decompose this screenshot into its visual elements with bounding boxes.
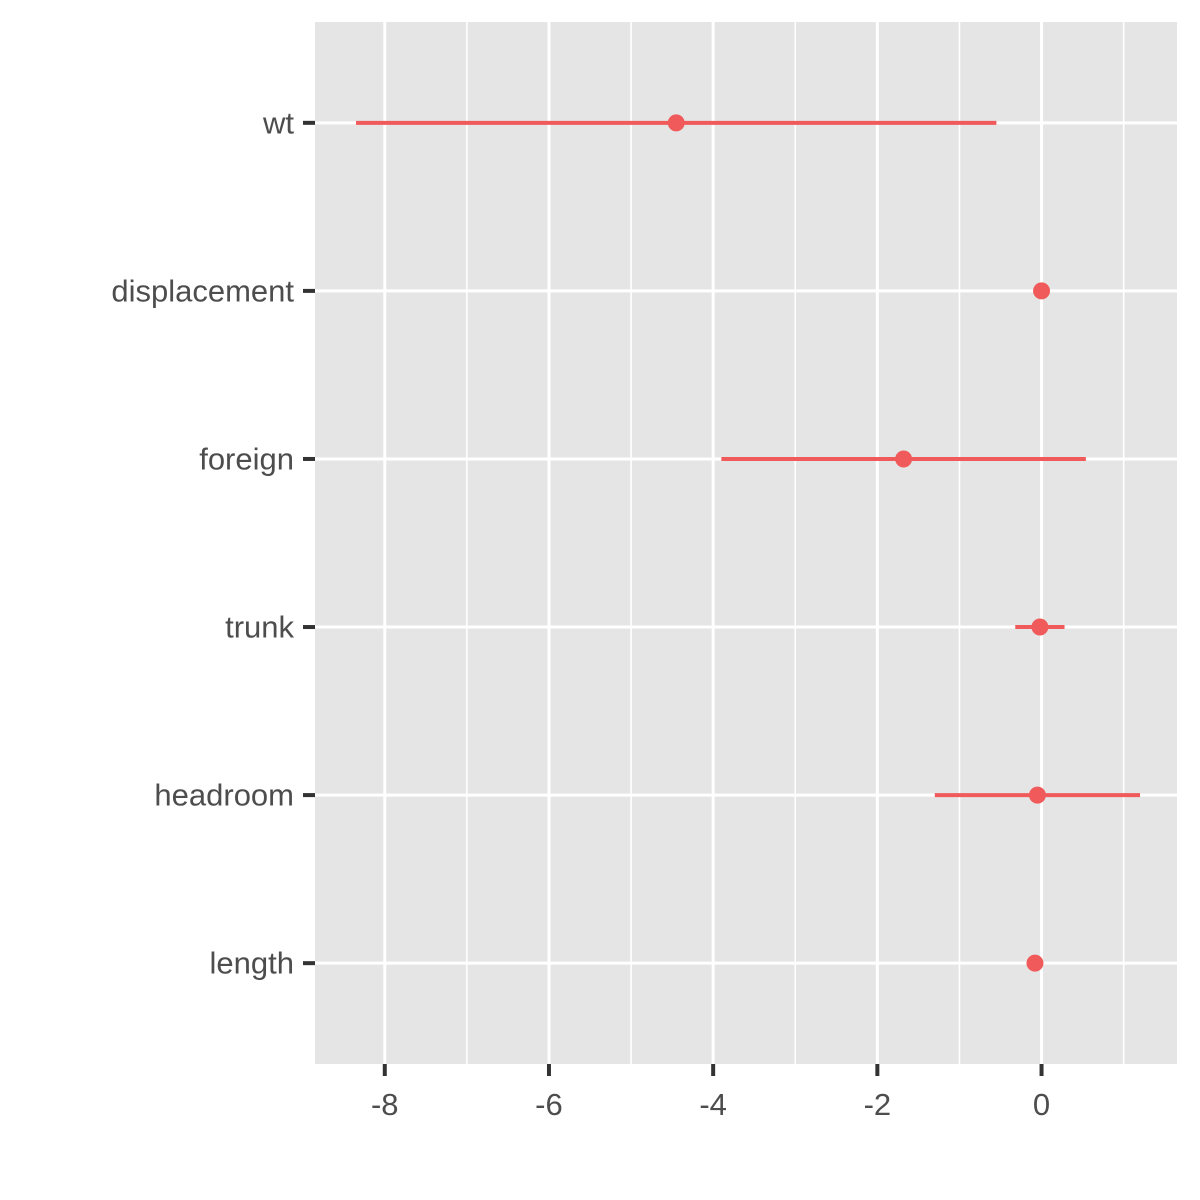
estimate-point-length — [1026, 954, 1044, 972]
x-tick-label: -6 — [535, 1087, 563, 1122]
x-tick-label: -8 — [371, 1087, 399, 1122]
coefficient-marks — [356, 114, 1141, 972]
x-axis: -8 -6 -4 -2 0 — [371, 1064, 1050, 1122]
estimate-point-trunk — [1031, 618, 1049, 636]
estimate-point-wt — [667, 114, 685, 132]
estimate-point-foreign — [895, 450, 913, 468]
y-tick-label: wt — [262, 105, 294, 140]
x-tick-label: -2 — [864, 1087, 892, 1122]
y-tick-label: displacement — [111, 273, 294, 308]
estimate-point-displacement — [1033, 282, 1051, 300]
estimate-point-headroom — [1028, 786, 1046, 804]
y-tick-label: length — [210, 946, 294, 981]
y-tick-label: trunk — [225, 610, 294, 645]
y-tick-label: headroom — [154, 778, 294, 813]
x-tick-label: -4 — [699, 1087, 727, 1122]
minor-gridlines — [466, 22, 1125, 1064]
y-axis: wt displacement foreign trunk headroom length — [111, 105, 315, 981]
x-tick-label: 0 — [1033, 1087, 1050, 1122]
y-tick-label: foreign — [199, 441, 294, 476]
plot-panel — [315, 22, 1177, 1064]
